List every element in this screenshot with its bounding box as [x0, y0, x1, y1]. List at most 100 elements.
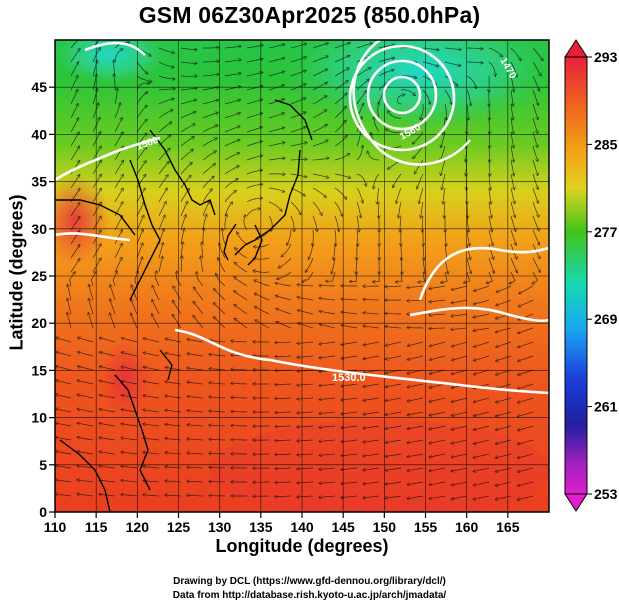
wind-streamline	[385, 327, 402, 328]
wind-streamline	[246, 113, 262, 119]
wind-streamline	[451, 411, 468, 416]
wind-streamline	[201, 256, 204, 273]
wind-streamline	[158, 99, 174, 105]
wind-streamline	[209, 453, 226, 454]
wind-streamline	[114, 118, 122, 133]
wind-streamline	[202, 201, 210, 217]
wind-streamline	[356, 91, 366, 105]
wind-streamline	[326, 271, 336, 281]
wind-streamline	[209, 425, 226, 426]
wind-streamline	[254, 243, 270, 247]
wind-streamline	[297, 440, 314, 441]
wind-streamline	[510, 89, 513, 106]
wind-streamline	[275, 468, 292, 469]
wind-streamline	[70, 49, 80, 63]
wind-streamline	[334, 173, 351, 178]
y-tick-label: 20	[31, 315, 47, 331]
wind-streamline	[268, 72, 284, 77]
wind-streamline	[77, 380, 94, 385]
wind-streamline	[152, 314, 160, 329]
wind-streamline	[532, 257, 540, 272]
wind-streamline	[510, 61, 517, 77]
wind-streamline	[333, 243, 335, 260]
wind-streamline	[320, 324, 336, 329]
colorbar-top-arrow	[564, 39, 588, 58]
wind-streamline	[268, 58, 285, 63]
wind-streamline	[114, 160, 124, 175]
wind-streamline	[496, 453, 512, 458]
wind-streamline	[180, 88, 197, 91]
wind-streamline	[246, 184, 263, 189]
wind-streamline	[92, 216, 101, 231]
wind-streamline	[88, 313, 94, 329]
wind-streamline	[158, 162, 169, 175]
wind-streamline	[287, 229, 292, 245]
lat-lon-grid	[55, 40, 549, 512]
wind-streamline	[297, 426, 314, 427]
x-tick-label: 160	[455, 519, 479, 535]
wind-streamline	[234, 305, 248, 315]
wind-streamline	[268, 85, 284, 91]
wind-streamline	[385, 341, 402, 346]
colorbar-tick-label: 253	[594, 486, 618, 502]
wind-streamline	[92, 146, 101, 161]
wind-streamline	[451, 495, 468, 499]
wind-streamline	[407, 355, 424, 360]
wind-streamline	[77, 494, 94, 497]
wind-streamline	[297, 342, 314, 344]
wind-streamline	[224, 179, 238, 189]
wind-streamline	[357, 229, 358, 246]
wind-streamline	[464, 271, 471, 283]
colorbar-tick-label: 269	[594, 311, 618, 327]
wind-streamline	[532, 201, 539, 217]
wind-streamline	[341, 355, 358, 359]
x-tick-label: 110	[44, 519, 67, 535]
wind-streamline	[341, 312, 358, 315]
wind-streamline	[306, 257, 314, 272]
wind-streamline	[99, 366, 116, 371]
wind-streamline	[209, 397, 226, 398]
wind-streamline	[335, 229, 336, 246]
x-axis-label: Longitude (degrees)	[215, 536, 389, 556]
wind-streamline	[356, 79, 369, 91]
wind-streamline	[224, 191, 236, 203]
wind-streamline	[334, 201, 342, 216]
wind-streamline	[407, 425, 424, 429]
wind-streamline	[473, 327, 490, 331]
wind-streamline	[441, 159, 446, 175]
wind-streamline	[143, 495, 160, 496]
wind-streamline	[532, 271, 539, 284]
wind-streamline	[510, 145, 514, 162]
wind-streamline	[334, 68, 349, 77]
wind-streamline	[518, 383, 534, 389]
wind-streamline	[180, 100, 196, 105]
wind-streamline	[319, 341, 336, 344]
wind-streamline	[70, 146, 79, 161]
wind-streamline	[385, 286, 402, 287]
wind-streamline	[474, 285, 490, 291]
wind-streamline	[110, 313, 116, 329]
wind-streamline	[418, 271, 426, 282]
wind-streamline	[312, 96, 327, 105]
wind-streamline	[466, 257, 471, 273]
wind-streamline	[136, 243, 143, 259]
wind-streamline	[363, 411, 380, 414]
wind-streamline	[473, 481, 490, 485]
wind-streamline	[341, 453, 358, 456]
wind-streamline	[319, 454, 336, 455]
wind-streamline	[69, 272, 75, 287]
wind-streamline	[466, 229, 470, 246]
colorbar: 293 285 277 269 261 253	[564, 39, 618, 512]
x-tick-label: 135	[249, 519, 273, 535]
wind-streamline	[374, 173, 380, 189]
wind-streamline	[445, 103, 447, 120]
wind-streamline	[143, 438, 160, 441]
wind-streamline	[136, 229, 143, 245]
wind-streamline	[363, 439, 380, 442]
colorbar-tick-label: 261	[594, 399, 618, 415]
wind-streamline	[429, 397, 446, 402]
wind-streamline	[495, 481, 512, 486]
wind-streamline	[180, 112, 196, 119]
wind-streamline	[385, 411, 402, 415]
wind-streamline	[312, 187, 326, 197]
